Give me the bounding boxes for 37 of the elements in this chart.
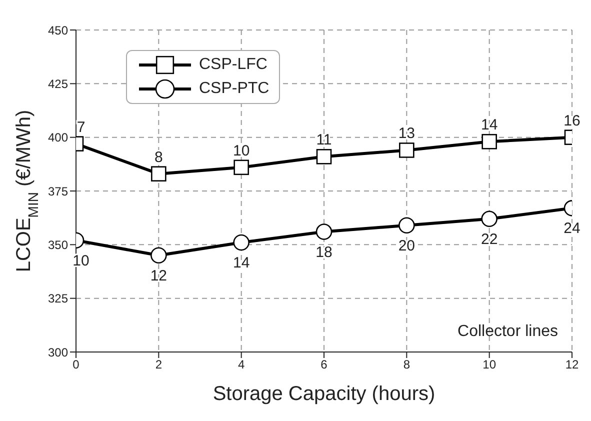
annotation: 14 bbox=[232, 254, 250, 272]
annotation: 16 bbox=[564, 112, 580, 130]
y-tick-label: 450 bbox=[48, 23, 68, 38]
annotation: 18 bbox=[316, 244, 332, 261]
x-tick-label: 4 bbox=[238, 358, 245, 372]
point bbox=[316, 224, 332, 240]
x-axis-title: Storage Capacity (hours) bbox=[212, 383, 436, 405]
point bbox=[398, 217, 415, 234]
x-tick-label: 2 bbox=[155, 358, 162, 372]
x-tick-label: 12 bbox=[565, 358, 579, 372]
x-tick-label: 6 bbox=[320, 358, 328, 372]
legend-label: CSP-LFC bbox=[199, 55, 268, 75]
x-tick-label: 0 bbox=[72, 358, 80, 372]
annotation: Collector lines bbox=[458, 323, 558, 340]
y-tick-label: 400 bbox=[48, 130, 68, 145]
y-tick-label: 425 bbox=[48, 76, 68, 91]
y-tick-label: 300 bbox=[48, 345, 68, 360]
annotation: 7 bbox=[76, 118, 86, 136]
annotation: 11 bbox=[316, 132, 332, 149]
annotation: 20 bbox=[398, 237, 416, 254]
x-tick-label: 10 bbox=[482, 358, 496, 372]
annotation: 8 bbox=[154, 148, 163, 166]
annotation: 22 bbox=[480, 230, 498, 248]
point bbox=[234, 160, 249, 176]
legend-label: CSP-PTC bbox=[199, 79, 270, 99]
annotation: 24 bbox=[564, 220, 580, 238]
x-tick-label: 8 bbox=[403, 358, 410, 372]
annotation: 12 bbox=[150, 267, 168, 284]
annotation: 14 bbox=[480, 116, 498, 134]
y-tick-label: 325 bbox=[48, 292, 68, 306]
y-tick-label: 375 bbox=[48, 184, 68, 198]
point bbox=[233, 234, 250, 251]
annotation: 10 bbox=[232, 142, 250, 160]
annotation: 13 bbox=[398, 125, 416, 142]
point bbox=[399, 142, 414, 158]
point bbox=[316, 149, 332, 164]
y-tick-label: 350 bbox=[48, 238, 68, 252]
